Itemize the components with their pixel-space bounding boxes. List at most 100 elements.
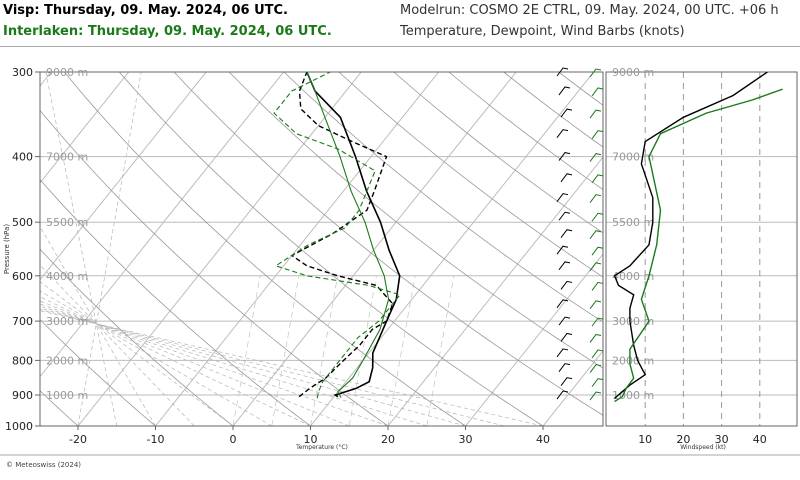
skewt-frame	[39, 71, 604, 427]
height-label: 3000 m	[46, 315, 88, 328]
pressure-tick-label: 300	[12, 66, 33, 79]
title-visp: Visp: Thursday, 09. May. 2024, 06 UTC.	[3, 3, 288, 18]
dry-adiabat	[723, 72, 800, 426]
wind-barb-interlaken	[591, 317, 604, 327]
mixing-ratio-line	[387, 275, 416, 426]
wind-height-label: 3000 m	[612, 315, 654, 328]
wind-barb-visp	[558, 152, 571, 161]
wind-barbs	[556, 67, 604, 401]
wind-x-axis-title: Windspeed (kt)	[680, 444, 726, 451]
temperature-tick-label: 30	[459, 433, 473, 446]
copyright-text: © Meteoswiss (2024)	[6, 461, 82, 469]
temperature-tick-label: -20	[69, 433, 87, 446]
pressure-tick-label: 500	[12, 216, 33, 229]
wind-height-label: 7000 m	[612, 151, 654, 164]
dry-adiabat	[503, 72, 603, 148]
wind-speed-tick-label: 10	[638, 433, 652, 446]
height-label: 1000 m	[46, 389, 88, 402]
isotherm-line	[310, 72, 595, 426]
height-label: 4000 m	[46, 270, 88, 283]
dry-adiabat	[614, 72, 800, 426]
isotherm-line	[232, 72, 517, 426]
mixing-ratio-line	[310, 275, 339, 426]
skewt-series	[273, 72, 401, 399]
wind-barb-interlaken	[589, 300, 602, 310]
wind-grid	[606, 71, 797, 427]
header-divider	[0, 46, 800, 47]
wind-barb-visp	[560, 229, 573, 239]
series-visp-temperature	[306, 72, 401, 398]
mixing-ratio-line	[271, 275, 300, 426]
wind-barb-visp	[556, 348, 569, 358]
mixing-ratio-line	[426, 275, 455, 426]
pressure-tick-label: 600	[12, 270, 33, 283]
title-interlaken: Interlaken: Thursday, 09. May. 2024, 06 …	[3, 24, 332, 39]
wind-barb-interlaken	[591, 349, 604, 359]
wind-barb-visp	[556, 245, 569, 255]
dry-adiabat	[669, 72, 800, 426]
wind-speed-tick-label: 20	[676, 433, 690, 446]
wind-barb-visp	[556, 67, 569, 77]
dry-adiabat	[118, 72, 544, 426]
wind-barb-visp	[558, 316, 571, 326]
wind-barb-interlaken	[591, 246, 604, 256]
wind-height-label: 4000 m	[612, 270, 654, 283]
wind-series-interlaken-windspeed	[614, 88, 783, 403]
height-label: 7000 m	[46, 151, 88, 164]
wind-barb-visp	[560, 332, 573, 342]
isotherm-line	[77, 72, 362, 426]
wind-barb-interlaken	[589, 230, 602, 240]
wind-barb-visp	[556, 193, 569, 202]
wind-barb-interlaken	[589, 364, 602, 373]
isotherm-line	[40, 72, 207, 281]
wind-height-label: 9000 m	[612, 66, 654, 79]
temperature-tick-label: 10	[304, 433, 318, 446]
height-label: 2000 m	[46, 354, 88, 367]
wind-barb-visp	[558, 261, 571, 271]
mixing-ratio-line	[348, 275, 377, 426]
wind-series-visp-windspeed	[613, 72, 768, 399]
moist-adiabat	[40, 264, 195, 426]
temperature-tick-label: 0	[230, 433, 237, 446]
pressure-tick-label: 700	[12, 315, 33, 328]
wind-height-label: 2000 m	[612, 354, 654, 367]
dry-adiabat	[40, 109, 389, 426]
height-label: 9000 m	[46, 66, 88, 79]
x-axis-title: Temperature (°C)	[295, 444, 348, 451]
dry-adiabat	[228, 72, 603, 369]
wind-barb-interlaken	[589, 109, 602, 119]
wind-barb-interlaken	[589, 194, 602, 203]
dry-adiabat	[173, 72, 603, 416]
modelrun-info: Modelrun: COSMO 2E CTRL, 09. May. 2024, …	[400, 3, 779, 18]
wind-barb-interlaken	[591, 174, 604, 184]
dry-adiabat	[448, 72, 603, 191]
moist-adiabat	[40, 290, 272, 426]
wind-barb-visp	[558, 363, 571, 372]
wind-barb-interlaken	[589, 153, 602, 162]
temperature-tick-label: 40	[536, 433, 550, 446]
wind-barb-visp	[556, 129, 569, 138]
wind-barb-visp	[556, 390, 569, 400]
mixing-ratio-line	[232, 275, 261, 426]
dry-adiabat	[40, 390, 79, 426]
dry-adiabat	[0, 72, 1, 426]
moist-adiabat	[40, 296, 311, 426]
series-interlaken-dewpoint	[273, 72, 401, 399]
height-label: 5500 m	[46, 216, 88, 229]
series-interlaken-temperature	[306, 72, 390, 398]
moist-adiabat	[40, 310, 544, 426]
pressure-tick-label: 900	[12, 389, 33, 402]
moist-adiabat	[45, 72, 118, 426]
dry-adiabat	[393, 72, 603, 234]
isotherm-line	[621, 72, 800, 426]
pressure-tick-label: 400	[12, 151, 33, 164]
wind-barb-visp	[560, 280, 573, 290]
wind-barb-visp	[560, 377, 573, 386]
skewt-grid	[0, 72, 800, 426]
temperature-tick-label: 20	[381, 433, 395, 446]
pressure-tick-label: 1000	[5, 420, 33, 433]
moist-adiabat	[40, 225, 156, 426]
dry-adiabat	[283, 72, 603, 323]
temperature-tick-label: -10	[147, 433, 165, 446]
